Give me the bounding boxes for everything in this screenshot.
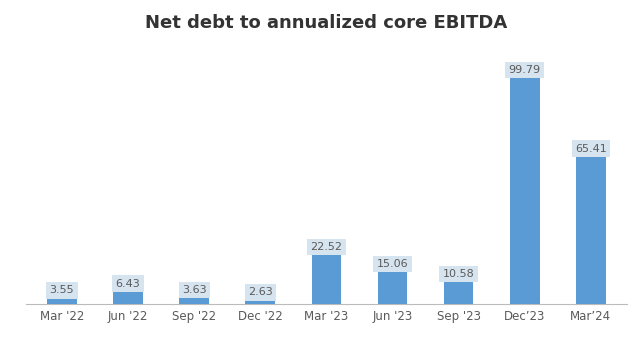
Text: 3.63: 3.63	[182, 285, 207, 295]
Bar	[179, 296, 209, 304]
Text: 6.43: 6.43	[116, 279, 140, 289]
Bar	[47, 297, 77, 304]
Bar	[378, 270, 408, 304]
Bar	[576, 155, 605, 304]
Bar	[444, 280, 474, 304]
Text: 10.58: 10.58	[443, 269, 474, 279]
Text: 2.63: 2.63	[248, 287, 273, 297]
Title: Net debt to annualized core EBITDA: Net debt to annualized core EBITDA	[145, 13, 508, 31]
Text: 3.55: 3.55	[50, 285, 74, 295]
Bar	[113, 290, 143, 304]
Text: 99.79: 99.79	[509, 65, 541, 75]
Bar	[245, 299, 275, 304]
Bar	[312, 253, 341, 304]
Text: 15.06: 15.06	[377, 259, 408, 269]
Text: 22.52: 22.52	[310, 242, 342, 252]
Bar	[510, 76, 540, 304]
Text: 65.41: 65.41	[575, 144, 607, 154]
